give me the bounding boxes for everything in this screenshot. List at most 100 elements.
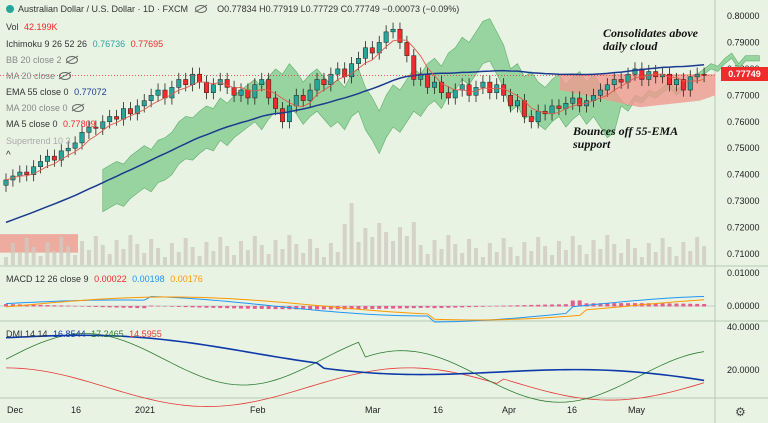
macd-histogram-bar [356, 306, 361, 310]
volume-bar [190, 247, 195, 265]
ichimoku-label: Ichimoku 9 26 52 26 [6, 39, 88, 49]
macd-histogram-bar [204, 306, 209, 308]
volume-bar [128, 235, 133, 265]
candle-body [58, 150, 64, 161]
price-axis-tick: 0.77000 [727, 90, 760, 100]
indicator-ichimoku[interactable]: Ichimoku 9 26 52 26 0.76736 0.77695 [6, 39, 163, 49]
volume-bar [121, 249, 126, 265]
candle-body [390, 28, 396, 33]
volume-bar [480, 257, 485, 265]
macd-line [5, 295, 705, 323]
time-axis-label: Feb [250, 405, 266, 415]
volume-bar [577, 245, 582, 265]
candle-body [570, 97, 576, 104]
candle-body [114, 116, 120, 120]
candle-body [259, 79, 265, 86]
candle-body [328, 73, 334, 86]
price-axis-tick: 0.79000 [727, 37, 760, 47]
volume-bar [321, 257, 326, 265]
volume-bar [38, 256, 43, 265]
volume-bar [142, 253, 147, 265]
candle-body [79, 132, 85, 144]
visibility-icon[interactable] [194, 5, 207, 13]
candle-body [169, 87, 175, 99]
volume-bar [73, 255, 78, 265]
macd-legend[interactable]: MACD 12 26 close 9 0.00022 0.00198 0.001… [6, 274, 203, 284]
volume-bar [674, 256, 679, 265]
candle-body [176, 79, 182, 88]
volume-bar [86, 250, 91, 265]
candle-body [687, 76, 693, 91]
volume-bar [162, 257, 167, 265]
macd-histogram-bar [273, 306, 278, 310]
volume-bar [543, 246, 548, 265]
volume-bar [702, 246, 707, 265]
dmi-legend[interactable]: DMI 14 14 16.8544 17.2465 14.5955 [6, 329, 162, 339]
volume-bar [487, 243, 492, 265]
candle-body [480, 81, 486, 88]
macd-histogram-bar [52, 305, 57, 307]
indicator-vol[interactable]: Vol 42.199K [6, 22, 58, 32]
volume-bar [93, 236, 98, 265]
candle-body [452, 89, 458, 99]
macd-histogram-bar [515, 305, 520, 307]
indicator-ma5[interactable]: MA 5 close 0 0.77809 [6, 119, 96, 129]
gear-icon[interactable]: ⚙ [735, 405, 746, 419]
macd-histogram-bar [446, 306, 451, 308]
candle-body [508, 95, 514, 107]
volume-bar [570, 236, 575, 265]
volume-bar [218, 237, 223, 265]
macd-histogram-bar [128, 306, 133, 308]
macd-histogram-bar [425, 306, 430, 308]
candle-body [148, 95, 154, 101]
ema55-value: 0.77072 [74, 87, 107, 97]
macd-histogram-bar [681, 303, 686, 307]
volume-bar [52, 251, 57, 265]
macd-histogram-bar [626, 303, 631, 307]
volume-bar [536, 237, 541, 265]
hidden-eye-icon[interactable] [65, 56, 78, 64]
collapse-chevron-icon[interactable]: ^ [6, 150, 11, 161]
candle-body [203, 81, 209, 93]
macd-histogram-bar [93, 306, 98, 307]
macd-histogram-bar [4, 304, 8, 307]
indicator-supertrend[interactable]: Supertrend 10 3 [6, 136, 71, 146]
volume-bar [169, 243, 174, 265]
volume-bar [515, 256, 520, 265]
hidden-eye-icon[interactable] [59, 72, 72, 80]
macd-histogram-bar [349, 306, 354, 310]
candle-body [556, 105, 562, 109]
candle-body [632, 68, 638, 75]
candle-body [273, 97, 279, 109]
candle-body [38, 161, 44, 167]
macd-histogram-bar [480, 306, 485, 307]
hidden-eye-icon[interactable] [71, 104, 84, 112]
candle-body [134, 105, 140, 115]
volume-bar [149, 239, 154, 265]
macd-histogram-bar [501, 305, 506, 307]
macd-histogram-bar [252, 306, 257, 309]
volume-bar [397, 227, 402, 265]
macd-histogram-bar [107, 306, 112, 308]
volume-bar [335, 252, 340, 265]
bb-label: BB 20 close 2 [6, 55, 62, 65]
indicator-bb[interactable]: BB 20 close 2 [6, 55, 78, 65]
price-axis-tick: 0.75000 [727, 143, 760, 153]
indicator-ema55[interactable]: EMA 55 close 0 0.77072 [6, 87, 107, 97]
indicator-ma200[interactable]: MA 200 close 0 [6, 103, 84, 113]
candle-body [432, 81, 437, 88]
volume-bar [660, 238, 665, 265]
dmi-axis-tick: 40.0000 [727, 322, 760, 332]
macd-histogram-bar [570, 300, 575, 307]
symbol-title[interactable]: Australian Dollar / U.S. Dollar · 1D · F… [18, 4, 189, 14]
volume-bar [446, 235, 451, 265]
macd-histogram-bar [453, 306, 458, 308]
indicator-ma20[interactable]: MA 20 close [6, 71, 72, 81]
candle-body [17, 171, 23, 177]
price-axis-tick: 0.71000 [727, 249, 760, 259]
ichimoku-value-1: 0.76736 [92, 39, 126, 49]
dmi-plus-value: 17.2465 [91, 329, 124, 339]
macd-histogram-bar [301, 306, 306, 310]
candle-body [521, 100, 527, 117]
macd-histogram-bar [190, 306, 195, 308]
